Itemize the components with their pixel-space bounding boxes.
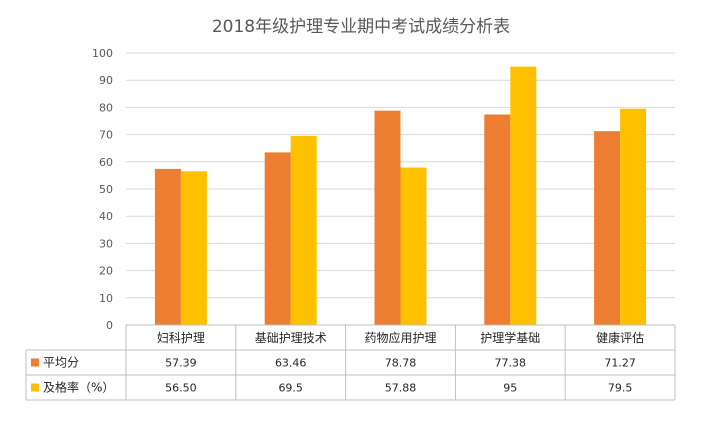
y-tick-label: 0	[106, 319, 113, 332]
data-label: 56.50	[165, 382, 197, 395]
bar-average-5	[594, 131, 621, 325]
legend-label: 及格率（%）	[43, 380, 114, 395]
y-tick-label: 20	[99, 265, 113, 278]
y-tick-label: 10	[99, 292, 113, 305]
y-tick-label: 40	[99, 210, 113, 223]
bar-pass-rate-4	[510, 66, 537, 325]
y-tick-label: 100	[92, 47, 113, 60]
y-tick-label: 80	[99, 101, 113, 114]
category-label: 药物应用护理	[364, 330, 436, 345]
legend-swatch	[31, 383, 39, 392]
bar-pass-rate-3	[400, 167, 427, 325]
legend-label: 平均分	[43, 356, 79, 370]
y-axis: 0 10 20 30 40 50 60 70 80 90 100	[92, 47, 113, 332]
y-tick-label: 30	[99, 237, 113, 250]
y-tick-label: 70	[99, 129, 113, 142]
legend-swatch	[31, 358, 39, 367]
data-label: 78.78	[385, 357, 417, 370]
bar-pass-rate-1	[180, 171, 207, 325]
y-tick-label: 60	[99, 156, 113, 169]
bar-pass-rate-5	[620, 108, 647, 325]
category-label: 健康评估	[596, 330, 644, 345]
data-label: 57.88	[385, 382, 417, 395]
category-label: 护理学基础	[480, 330, 540, 345]
data-label: 77.38	[495, 357, 527, 370]
data-label: 57.39	[165, 357, 197, 370]
chart-title: 2018年级护理专业期中考试成绩分析表	[212, 17, 510, 37]
y-tick-label: 50	[99, 183, 113, 196]
data-label: 69.5	[278, 382, 303, 395]
y-tick-label: 90	[99, 74, 113, 87]
bar-average-1	[154, 168, 181, 325]
category-label: 妇科护理	[157, 331, 205, 345]
bar-average-4	[484, 114, 511, 325]
data-label: 71.27	[604, 357, 636, 370]
category-label: 基础护理技术	[255, 331, 327, 345]
bar-average-2	[264, 152, 291, 325]
bar-average-3	[374, 110, 401, 325]
data-label: 79.5	[608, 382, 633, 395]
data-label: 95	[503, 382, 517, 395]
data-label: 63.46	[275, 357, 307, 370]
bar-pass-rate-2	[290, 135, 317, 325]
bars	[154, 66, 647, 325]
